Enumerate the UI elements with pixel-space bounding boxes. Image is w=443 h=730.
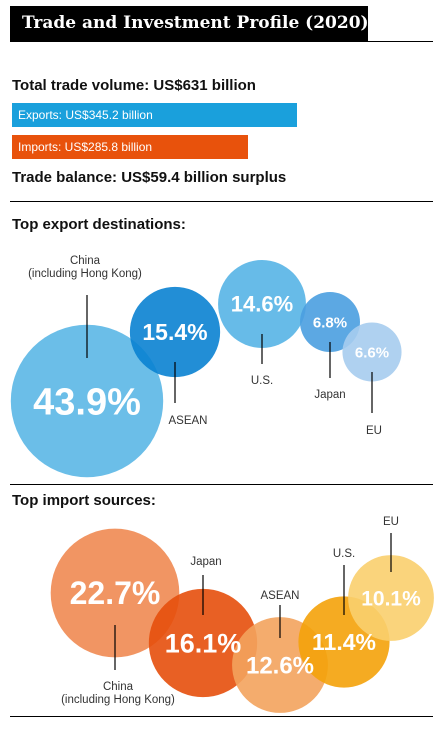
category-label-eu: EU [383, 516, 399, 528]
category-label-asean: ASEAN [169, 415, 208, 427]
import-section-title: Top import sources: [12, 492, 156, 509]
section-divider [10, 201, 433, 202]
value-label-china: 22.7% [70, 575, 161, 611]
export-section-title: Top export destinations: [12, 216, 186, 233]
bubble-eu [342, 322, 402, 382]
bottom-divider [10, 716, 433, 717]
value-label-u-s: 11.4% [312, 629, 376, 655]
export-destinations-bubble-chart: 43.9% China (including Hong Kong) 15.4% ASEA… [10, 255, 402, 478]
category-label-asean: ASEAN [261, 590, 300, 602]
value-label-china: 43.9% [33, 381, 141, 423]
category-label-china: China (including Hong Kong) [28, 255, 142, 280]
value-label-u-s: 14.6% [231, 292, 293, 317]
trade-balance: Trade balance: US$59.4 billion surplus [12, 169, 287, 186]
value-label-japan: 16.1% [165, 628, 242, 658]
section-divider [10, 484, 433, 485]
category-label-eu: EU [366, 425, 382, 437]
category-label-u-s: U.S. [251, 375, 273, 387]
title-divider [10, 41, 433, 42]
total-trade-volume: Total trade volume: US$631 billion [12, 77, 256, 94]
value-label-asean: 12.6% [246, 652, 314, 679]
value-label-asean: 15.4% [142, 319, 207, 345]
value-label-eu: 6.6% [355, 344, 389, 361]
bubble-u-s [218, 260, 306, 348]
bubble-china [10, 324, 164, 478]
bubble-japan [300, 292, 360, 352]
page-title: Trade and Investment Profile (2020) [22, 13, 369, 33]
category-label-japan: Japan [314, 389, 345, 401]
exports-bar: Exports: US$345.2 billion [12, 103, 297, 127]
bubble-china [50, 528, 180, 658]
bubble-asean [129, 286, 221, 378]
category-label-japan: Japan [190, 556, 221, 568]
bubble-eu [348, 555, 434, 641]
value-label-japan: 6.8% [313, 314, 347, 331]
title-bar: Trade and Investment Profile (2020) [10, 6, 369, 42]
value-label-eu: 10.1% [361, 587, 421, 610]
category-label-china: China (including Hong Kong) [61, 681, 175, 706]
bubble-japan [148, 588, 258, 698]
category-label-u-s: U.S. [333, 548, 355, 560]
import-sources-bubble-chart: 22.7% China (including Hong Kong) 16.1% Japa… [50, 516, 434, 713]
imports-bar: Imports: US$285.8 billion [12, 135, 248, 159]
